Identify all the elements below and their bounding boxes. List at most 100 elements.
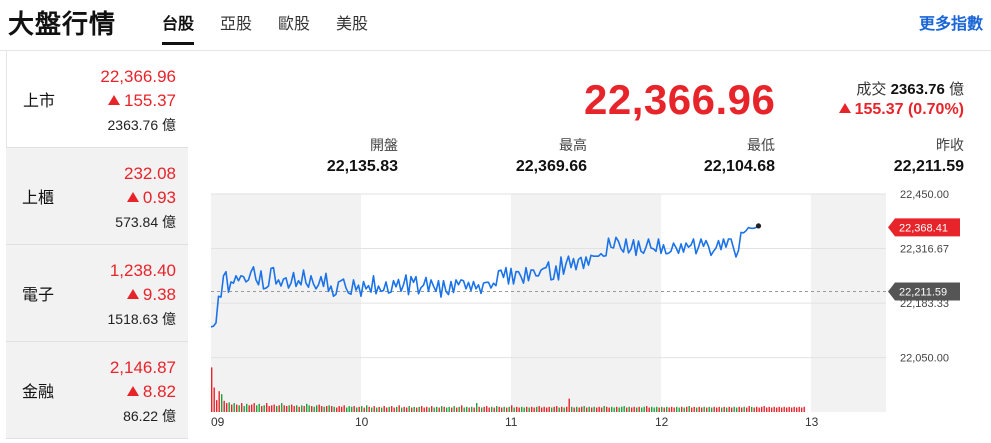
volume-bar (628, 406, 630, 412)
sidebar-item-otc[interactable]: 上櫃 232.08 0.93 573.84 億 (6, 148, 188, 245)
sidebar-item-electronics[interactable]: 電子 1,238.40 9.38 1518.63 億 (6, 245, 188, 342)
volume-bar (686, 406, 688, 412)
volume-bar (586, 407, 588, 412)
volume-bar (413, 406, 415, 412)
market-tabs: 台股 亞股 歐股 美股 (162, 10, 394, 45)
intraday-chart[interactable]: 22,450.00 22,316.67 22,183.33 22,050.00 09 10… (208, 188, 991, 440)
stat-prev-close: 昨收 22,211.59 (893, 137, 964, 175)
sidebar-item-listed[interactable]: 上市 22,366.96 155.37 2363.76 億 (6, 51, 188, 148)
volume-bar (508, 406, 510, 412)
volume-bar (543, 406, 545, 412)
sidebar-item-price: 232.08 (124, 164, 176, 183)
volume-bar (478, 406, 480, 412)
volume-bar (676, 406, 678, 412)
stat-open: 開盤 22,135.83 (326, 137, 398, 175)
volume-bar (318, 404, 320, 412)
up-triangle-icon (126, 386, 139, 396)
volume-bar (641, 407, 643, 412)
volume-bar (701, 407, 703, 412)
volume-bar (288, 405, 290, 412)
volume-bar (731, 407, 733, 412)
sidebar-item-name: 金融 (22, 384, 55, 401)
volume-bar (518, 407, 520, 412)
up-triangle-icon (126, 289, 139, 299)
volume-bar (253, 403, 255, 412)
y-tick-label: 22,450.00 (900, 189, 949, 201)
volume-bar (461, 405, 463, 412)
volume-bar (766, 407, 768, 412)
volume-bar (468, 407, 470, 412)
volume-bar (306, 403, 308, 412)
volume-bar (446, 407, 448, 412)
volume-bar (436, 406, 438, 412)
volume-bar (803, 406, 805, 412)
tab-taiwan[interactable]: 台股 (162, 10, 195, 45)
volume-bar (768, 406, 770, 412)
volume-bar (683, 407, 685, 412)
volume-bar (223, 400, 225, 412)
volume-bar (746, 407, 748, 412)
volume-bar (428, 407, 430, 412)
volume-bar (761, 406, 763, 412)
volume-bar (271, 405, 273, 412)
x-tick-label: 13 (805, 415, 819, 429)
volume-bar (663, 407, 665, 412)
volume-bar (631, 407, 633, 412)
sidebar-item-change: 155.37 (108, 91, 176, 111)
volume-bar (578, 407, 580, 412)
sidebar-item-volume: 1518.63 億 (107, 311, 177, 327)
volume-bar (741, 407, 743, 412)
volume-bar (678, 407, 680, 412)
volume-bar (358, 406, 360, 412)
volume-bar (481, 407, 483, 412)
volume-bar (386, 407, 388, 412)
volume-bar (348, 406, 350, 412)
volume-bar (743, 406, 745, 412)
volume-bar (556, 406, 558, 412)
volume-bar (286, 406, 288, 412)
volume-bar (611, 406, 613, 412)
stat-low: 最低 22,104.68 (703, 137, 775, 175)
volume-bar (498, 406, 500, 412)
volume-bar (281, 403, 283, 412)
volume-bar (268, 406, 270, 412)
volume-bar (781, 407, 783, 412)
tab-asia[interactable]: 亞股 (220, 16, 253, 33)
volume-bar (561, 406, 563, 412)
volume-bar (758, 407, 760, 412)
volume-bar (368, 406, 370, 412)
more-indices-link[interactable]: 更多指數 (918, 16, 983, 33)
tab-us[interactable]: 美股 (336, 16, 369, 33)
volume-bar (328, 405, 330, 412)
volume-bar (576, 406, 578, 412)
volume-bar (791, 407, 793, 412)
volume-bar (258, 403, 260, 412)
volume-bar (356, 407, 358, 412)
volume-bar (798, 406, 800, 412)
volume-bar (581, 406, 583, 412)
volume-bar (483, 406, 485, 412)
volume-bar (563, 407, 565, 412)
sidebar-item-change: 0.93 (126, 188, 176, 208)
volume-bar (381, 407, 383, 412)
volume-bar (783, 406, 785, 412)
volume-bar (443, 406, 445, 412)
volume-bar (231, 404, 233, 412)
volume-bar (471, 406, 473, 412)
volume-bar (233, 403, 235, 412)
volume-bar (246, 403, 248, 412)
volume-bar (451, 407, 453, 412)
volume-bar (228, 402, 230, 412)
tab-europe[interactable]: 歐股 (278, 16, 311, 33)
volume-bar (598, 406, 600, 412)
volume-bar (458, 406, 460, 412)
header-divider (0, 50, 991, 51)
volume-bar (363, 407, 365, 412)
volume-bar (718, 406, 720, 412)
volume-bar (593, 406, 595, 412)
sidebar-item-finance[interactable]: 金融 2,146.87 8.82 86.22 億 (6, 342, 188, 439)
volume-bar (263, 405, 265, 412)
volume-bar (278, 405, 280, 412)
volume-bar (238, 405, 240, 412)
volume-bar (293, 406, 295, 412)
